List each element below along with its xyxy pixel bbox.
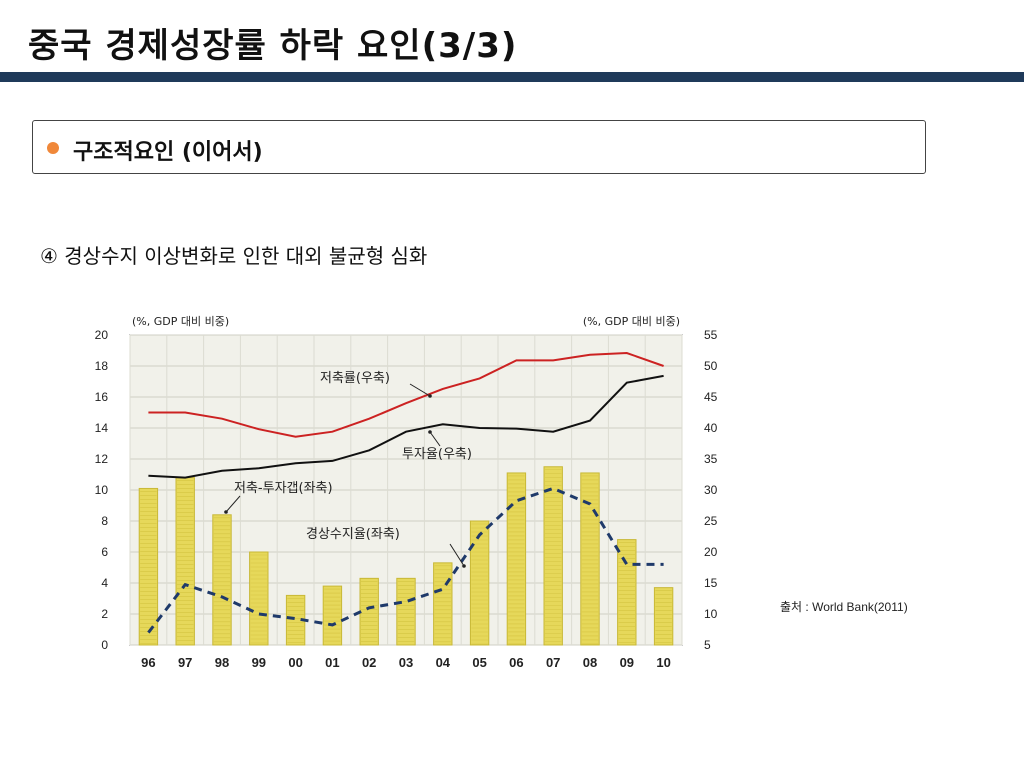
point-text: ④ 경상수지 이상변화로 인한 대외 불균형 심화 — [40, 244, 428, 268]
right-tick-label: 45 — [704, 390, 718, 404]
right-tick-label: 10 — [704, 607, 718, 621]
chart-annotation: 저축률(우축) — [320, 371, 390, 386]
bar-gap — [212, 514, 232, 646]
annotation-arrow — [449, 543, 465, 567]
left-tick-label: 18 — [95, 359, 109, 373]
right-tick-label: 35 — [704, 452, 718, 466]
left-tick-label: 4 — [101, 576, 108, 590]
annotation-arrow — [409, 383, 431, 397]
right-tick-label: 55 — [704, 328, 718, 342]
x-tick-label: 02 — [362, 655, 376, 670]
line-investment — [148, 374, 664, 479]
annotation-arrow — [225, 495, 241, 513]
section-header-box: 구조적요인 (이어서) — [32, 120, 926, 174]
annotation-arrowhead — [224, 510, 228, 514]
bar-gap — [175, 477, 195, 646]
bar-gap — [138, 487, 159, 646]
bar-gap — [617, 539, 637, 646]
title-underline-bar — [0, 72, 1024, 82]
right-tick-label: 40 — [704, 421, 718, 435]
line-current-account — [147, 486, 664, 634]
x-tick-label: 09 — [620, 655, 634, 670]
x-tick-label: 99 — [252, 655, 266, 670]
x-tick-label: 04 — [436, 655, 451, 670]
x-tick-label: 10 — [656, 655, 670, 670]
bar-gap — [359, 577, 379, 646]
x-tick-label: 00 — [288, 655, 302, 670]
bar-gap — [653, 587, 674, 646]
x-tick-label: 98 — [215, 655, 229, 670]
annotation-arrowhead — [428, 430, 432, 434]
right-tick-label: 5 — [704, 638, 711, 652]
x-tick-label: 06 — [509, 655, 523, 670]
x-tick-label: 97 — [178, 655, 192, 670]
chart-annotation: 투자율(우축) — [402, 447, 472, 462]
bar-gap — [433, 562, 453, 646]
annotation-arrowhead — [428, 394, 432, 398]
x-tick-label: 01 — [325, 655, 339, 670]
left-tick-label: 6 — [101, 545, 108, 559]
right-axis-label: (%, GDP 대비 비중) — [583, 315, 680, 328]
bar-gap — [322, 585, 343, 646]
left-tick-label: 14 — [95, 421, 109, 435]
chart-container: 0 2 4 6 8 10 12 14 16 18 20 5 10 15 20 25 30 35 40 45 50 55 96… — [80, 308, 730, 678]
chart-annotation: 저축-투자갭(좌축) — [234, 481, 333, 496]
x-tick-label: 07 — [546, 655, 560, 670]
x-tick-label: 96 — [141, 655, 155, 670]
left-tick-label: 0 — [101, 638, 108, 652]
x-tick-label: 08 — [583, 655, 597, 670]
left-tick-label: 12 — [95, 452, 109, 466]
bar-gap — [396, 577, 416, 646]
right-tick-label: 50 — [704, 359, 718, 373]
line-savings — [148, 351, 664, 438]
bar-gap — [543, 466, 563, 646]
left-tick-label: 16 — [95, 390, 109, 404]
x-tick-label: 05 — [472, 655, 486, 670]
bar-gap — [580, 472, 600, 646]
right-tick-label: 15 — [704, 576, 718, 590]
x-tick-label: 03 — [399, 655, 413, 670]
source-note: 출처 : World Bank(2011) — [780, 600, 908, 614]
chart-annotation: 경상수지율(좌축) — [306, 527, 400, 542]
page-title: 중국 경제성장률 하락 요인(3/3) — [28, 26, 518, 66]
bar-gap — [469, 520, 490, 646]
right-tick-label: 20 — [704, 545, 718, 559]
left-tick-label: 2 — [101, 607, 108, 621]
right-tick-label: 30 — [704, 483, 718, 497]
left-tick-label: 10 — [95, 483, 109, 497]
left-tick-label: 8 — [101, 514, 108, 528]
combo-chart: 0246810121416182051015202530354045505596… — [95, 315, 718, 670]
section-label: 구조적요인 (이어서) — [73, 140, 263, 165]
annotation-arrowhead — [462, 564, 466, 568]
bullet-dot-icon — [47, 142, 59, 154]
left-tick-label: 20 — [95, 328, 109, 342]
left-axis-label: (%, GDP 대비 비중) — [132, 315, 229, 328]
right-tick-label: 25 — [704, 514, 718, 528]
annotation-arrow — [429, 431, 441, 447]
